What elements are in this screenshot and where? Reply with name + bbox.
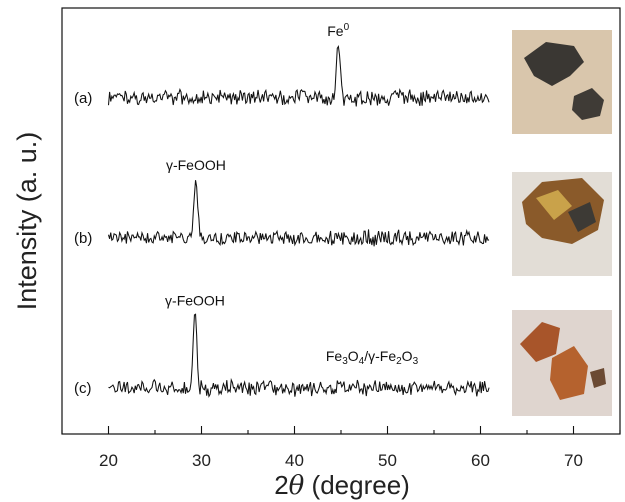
photo-sample-piece — [550, 346, 588, 400]
x-axis-title-suffix: (degree) — [304, 470, 410, 500]
x-axis-title-theta: θ — [289, 471, 305, 501]
x-tick-label: 60 — [471, 451, 490, 470]
phase-subscript: 2 — [396, 356, 402, 367]
x-tick-label: 40 — [285, 451, 304, 470]
x-tick-label: 20 — [99, 451, 118, 470]
photo-sample-piece — [536, 190, 572, 220]
x-tick-label: 30 — [192, 451, 211, 470]
phase-label-magnetite-maghemite: Fe3O4/γ-Fe2O3 — [326, 348, 419, 367]
trace-label-b: (b) — [74, 230, 92, 247]
xrd-trace-a — [107, 45, 490, 107]
phase-text: /γ-Fe — [364, 348, 396, 364]
x-axis: 20 30 40 50 60 70 — [61, 426, 621, 470]
photo-sample-piece — [568, 202, 596, 232]
peak-label-c-0: γ-FeOOH — [165, 293, 225, 309]
photo-sample-piece — [520, 322, 560, 362]
peak-label-superscript: 0 — [344, 22, 350, 33]
phase-text: O — [348, 348, 359, 364]
phase-subscript: 4 — [359, 356, 365, 367]
photo-sample-piece — [524, 42, 584, 86]
x-axis-title: 2θ (degree) — [274, 470, 410, 501]
x-tick-label: 70 — [564, 451, 583, 470]
trace-label-c: (c) — [74, 380, 92, 397]
phase-text: O — [402, 348, 413, 364]
xrd-trace-c — [108, 313, 490, 398]
y-axis-title: Intensity (a. u.) — [12, 132, 42, 311]
photo-sample-piece — [590, 368, 606, 388]
photo-sample-piece — [572, 88, 604, 120]
phase-subscript: 3 — [342, 356, 348, 367]
x-tick-label: 50 — [378, 451, 397, 470]
xrd-trace-b — [107, 180, 490, 247]
sample-photo-b — [512, 172, 612, 276]
sample-photos-group — [512, 30, 612, 416]
sample-photo-c — [512, 310, 612, 416]
peak-label-a-0: Fe0 — [327, 22, 349, 39]
sample-photo-a — [512, 30, 612, 134]
x-axis-title-prefix: 2 — [274, 470, 288, 500]
peak-label-b-0: γ-FeOOH — [166, 157, 226, 173]
phase-subscript: 3 — [413, 356, 419, 367]
trace-label-a: (a) — [74, 90, 92, 107]
phase-text: Fe — [326, 348, 343, 364]
